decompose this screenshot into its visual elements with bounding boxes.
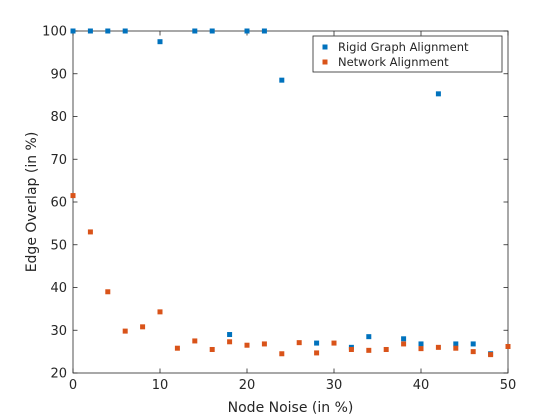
data-point: [122, 28, 128, 34]
data-point: [366, 347, 372, 353]
x-tick-label: 0: [69, 378, 77, 393]
data-point: [209, 28, 215, 34]
x-tick-label: 40: [413, 378, 430, 393]
data-point: [470, 341, 476, 347]
x-axis-label: Node Noise (in %): [228, 400, 354, 416]
data-point: [70, 28, 76, 34]
data-point: [453, 341, 459, 347]
data-point: [418, 341, 424, 347]
data-point: [314, 340, 320, 346]
data-point: [105, 289, 111, 295]
y-tick-label: 100: [42, 25, 67, 40]
y-tick-label: 70: [50, 153, 67, 168]
data-point: [192, 28, 198, 34]
data-point: [157, 309, 163, 315]
y-tick-label: 60: [50, 196, 67, 211]
data-point: [418, 346, 424, 352]
data-point: [105, 28, 111, 34]
data-point: [261, 28, 267, 34]
data-point: [505, 343, 511, 349]
legend-box: [312, 35, 503, 73]
axes-frame: [72, 30, 509, 374]
x-tick-label: 10: [152, 378, 169, 393]
data-point: [70, 193, 76, 199]
data-point: [366, 334, 372, 340]
data-point: [383, 346, 389, 352]
data-point: [435, 91, 441, 97]
data-point: [209, 346, 215, 352]
legend-entry-rigid-graph-alignment: Rigid Graph Alignment: [338, 40, 469, 54]
y-tick-label: 90: [50, 67, 67, 82]
data-point: [261, 341, 267, 347]
data-point: [122, 328, 128, 334]
data-point: [174, 345, 180, 351]
data-point: [87, 229, 93, 235]
legend-marker-rigid-graph-alignment: [322, 44, 328, 50]
legend: Rigid Graph Alignment Network Alignment: [312, 35, 503, 73]
data-point: [192, 338, 198, 344]
data-point: [470, 349, 476, 355]
series-1: [70, 193, 511, 358]
data-point: [279, 351, 285, 357]
data-point: [401, 341, 407, 347]
data-point: [227, 332, 233, 338]
y-tick-label: 40: [50, 281, 67, 296]
data-point: [140, 324, 146, 330]
legend-entry-network-alignment: Network Alignment: [338, 55, 449, 69]
data-series: [70, 28, 511, 358]
data-point: [296, 340, 302, 346]
data-point: [348, 346, 354, 352]
data-point: [401, 336, 407, 342]
x-tick-label: 30: [326, 378, 343, 393]
data-point: [435, 344, 441, 350]
data-point: [157, 39, 163, 45]
y-tick-label: 80: [50, 110, 67, 125]
data-point: [453, 345, 459, 351]
y-tick-label: 30: [50, 324, 67, 339]
data-point: [331, 340, 337, 346]
y-axis-label: Edge Overlap (in %): [24, 132, 40, 273]
data-point: [244, 28, 250, 34]
axis-ticks: 0 10 20 30 40 50 20 30 40 50 60 70 80 90 100: [42, 25, 516, 394]
plot-area: [72, 30, 509, 374]
data-point: [87, 28, 93, 34]
legend-marker-network-alignment: [322, 59, 328, 65]
y-tick-label: 20: [50, 367, 67, 382]
x-tick-label: 50: [500, 378, 517, 393]
data-point: [314, 350, 320, 356]
data-point: [244, 342, 250, 348]
data-point: [227, 339, 233, 345]
data-point: [488, 352, 494, 358]
x-tick-label: 20: [239, 378, 256, 393]
data-point: [279, 77, 285, 83]
y-tick-label: 50: [50, 238, 67, 253]
